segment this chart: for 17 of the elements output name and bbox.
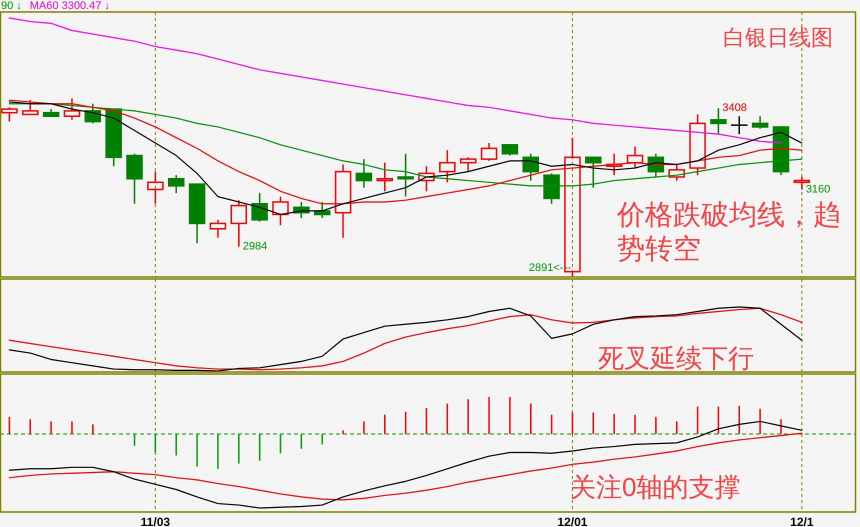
text: MA60 3300.47 ↓ xyxy=(30,0,110,12)
candlestick xyxy=(397,153,414,198)
annotation: 3408 xyxy=(722,102,747,114)
x-tick-label: 12/1 xyxy=(790,515,814,527)
chart-title: 白银日线图 xyxy=(723,25,833,50)
annotation: 2984 xyxy=(242,240,268,253)
candlestick xyxy=(439,149,456,184)
text: 90 ↓ xyxy=(1,0,22,12)
x-tick-label: 11/03 xyxy=(140,515,170,527)
annotation: 关注0轴的支撑 xyxy=(570,472,740,502)
candlestick xyxy=(376,162,394,192)
x-tick-label: 12/01 xyxy=(557,515,588,527)
candlestick xyxy=(147,170,164,205)
annotation: 2891<- xyxy=(528,262,564,274)
annotation: 价格跌破均线，趋势转空 xyxy=(616,199,841,264)
annotation: 3160 xyxy=(806,183,830,196)
annotation: 死叉延续下行 xyxy=(598,343,754,373)
